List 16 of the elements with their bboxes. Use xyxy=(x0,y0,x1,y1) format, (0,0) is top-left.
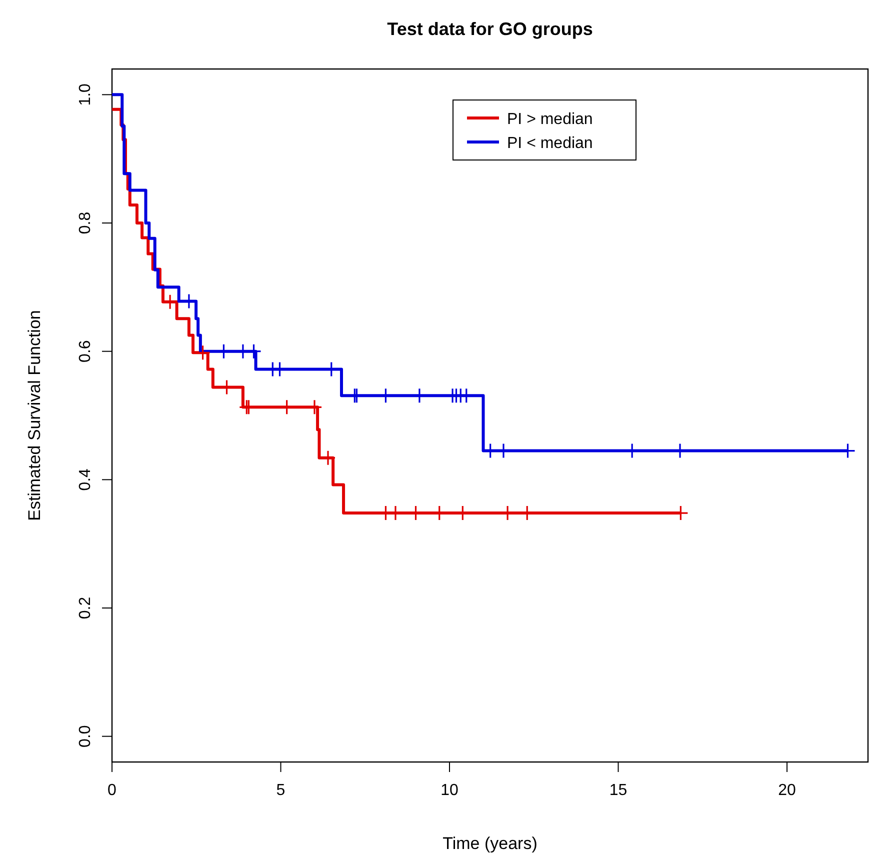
legend-label: PI > median xyxy=(507,111,593,128)
legend-label: PI < median xyxy=(507,135,593,152)
y-tick-label: 0.0 xyxy=(77,725,94,748)
y-tick-label: 0.8 xyxy=(77,212,94,234)
y-tick-label: 1.0 xyxy=(77,83,94,106)
chart-title: Test data for GO groups xyxy=(387,19,593,39)
x-tick-label: 5 xyxy=(276,782,286,799)
y-tick-label: 0.6 xyxy=(77,340,94,362)
x-tick-label: 10 xyxy=(440,782,458,799)
y-tick-label: 0.4 xyxy=(77,468,94,491)
x-axis-title: Time (years) xyxy=(442,834,538,853)
x-tick-label: 20 xyxy=(778,782,796,799)
x-tick-label: 15 xyxy=(609,782,628,799)
y-axis-title: Estimated Survival Function xyxy=(25,310,44,521)
x-tick-label: 0 xyxy=(108,782,117,799)
y-tick-label: 0.2 xyxy=(77,596,94,620)
